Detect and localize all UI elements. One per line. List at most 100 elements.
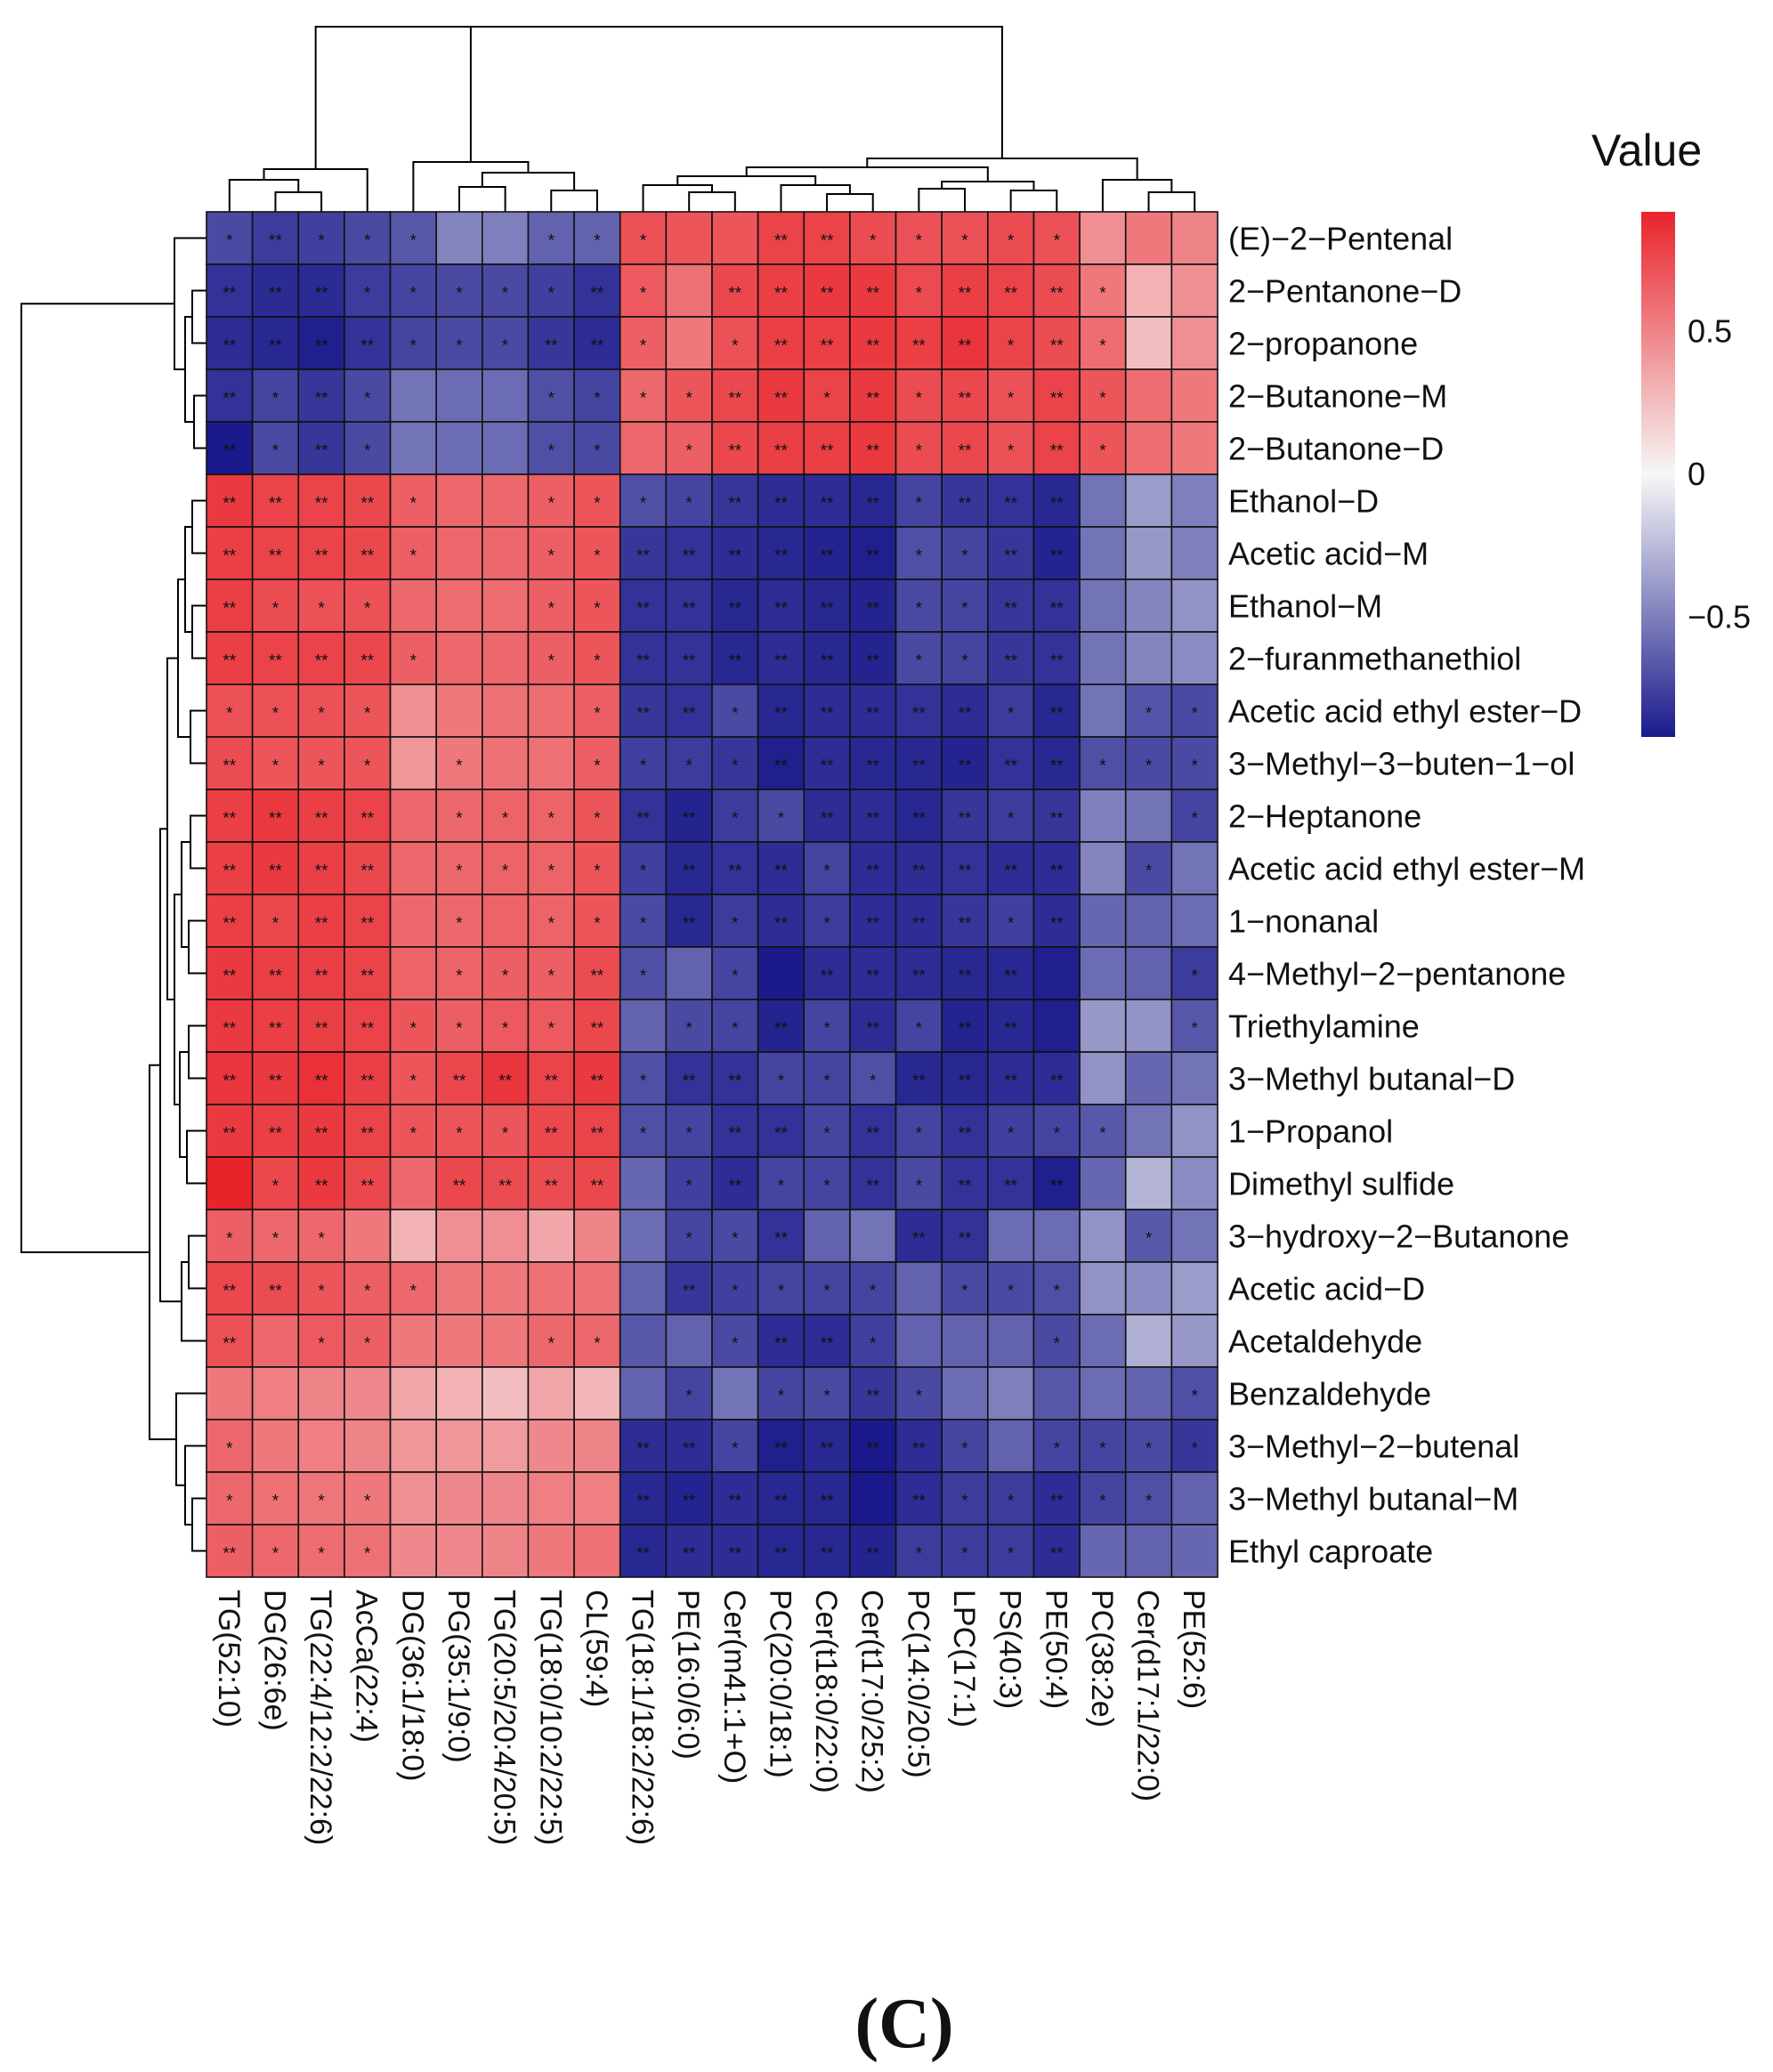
heatmap-cell: [435, 421, 483, 475]
significance-mark: **: [866, 967, 879, 986]
heatmap-cell: [803, 999, 851, 1053]
significance-mark: **: [545, 337, 558, 356]
heatmap-cell: [757, 841, 806, 895]
heatmap-cell: [206, 946, 254, 1000]
heatmap-cell: [1032, 579, 1081, 633]
heatmap-cell: [1032, 1156, 1081, 1210]
heatmap-cell: [941, 526, 989, 580]
significance-mark: *: [823, 862, 830, 881]
heatmap-cell: [344, 421, 392, 475]
significance-mark: *: [916, 285, 923, 304]
heatmap-cell: [344, 841, 392, 895]
heatmap-cell: [482, 421, 530, 475]
significance-mark: *: [594, 757, 601, 776]
heatmap-cell: [389, 684, 437, 738]
significance-mark: **: [636, 810, 650, 829]
heatmap-cell: [619, 1524, 668, 1578]
significance-mark: *: [364, 757, 371, 776]
dendrogram-branch: [188, 1024, 206, 1080]
significance-mark: *: [594, 547, 601, 566]
heatmap-cell: [251, 579, 300, 633]
significance-mark: *: [1099, 757, 1106, 776]
significance-mark: *: [961, 652, 968, 671]
heatmap-cell: [482, 684, 530, 738]
heatmap-cell: [527, 421, 575, 475]
panel-label: (C): [854, 1985, 953, 2063]
significance-mark: **: [315, 1178, 328, 1196]
significance-mark: **: [774, 915, 788, 934]
row-label: Dimethyl sulfide: [1228, 1166, 1454, 1202]
significance-mark: **: [774, 495, 788, 514]
heatmap-cell: [619, 789, 668, 843]
heatmap-cell: [482, 631, 530, 685]
significance-mark: *: [916, 495, 923, 514]
significance-mark: **: [959, 915, 972, 934]
significance-mark: *: [1099, 442, 1106, 461]
significance-mark: *: [502, 337, 509, 356]
heatmap-cell: [665, 1104, 713, 1158]
significance-mark: *: [916, 600, 923, 619]
dendrogram-branch: [20, 303, 174, 1253]
significance-mark: **: [315, 967, 328, 986]
significance-mark: *: [226, 705, 233, 724]
significance-mark: *: [1191, 967, 1198, 986]
significance-mark: **: [683, 705, 696, 724]
significance-mark: *: [916, 1388, 923, 1406]
significance-mark: *: [778, 1178, 785, 1196]
significance-mark: **: [774, 862, 788, 881]
row-label: Acetaldehyde: [1228, 1323, 1422, 1360]
heatmap-cell: [1079, 211, 1127, 265]
significance-mark: **: [683, 1493, 696, 1511]
heatmap-cell: [297, 1471, 345, 1526]
heatmap-cell: [619, 1314, 668, 1368]
significance-mark: *: [640, 232, 647, 251]
significance-mark: **: [912, 1493, 926, 1511]
significance-mark: *: [364, 705, 371, 724]
heatmap-cell: [619, 841, 668, 895]
heatmap-cell: [619, 999, 668, 1053]
heatmap-cell: [573, 316, 621, 370]
significance-mark: **: [360, 1020, 374, 1039]
significance-mark: **: [774, 1020, 788, 1039]
significance-mark: *: [272, 1178, 279, 1196]
heatmap-cell: [573, 1051, 621, 1105]
heatmap-cell: [987, 316, 1035, 370]
heatmap-cell: [344, 631, 392, 685]
significance-mark: *: [594, 862, 601, 881]
heatmap-cell: [206, 421, 254, 475]
dendrogram-branch: [263, 168, 368, 212]
heatmap-cell: [665, 1156, 713, 1210]
dendrogram-branch: [190, 709, 206, 765]
heatmap-cell: [849, 999, 897, 1053]
significance-mark: **: [360, 495, 374, 514]
significance-mark: **: [912, 705, 926, 724]
heatmap-cell: [389, 631, 437, 685]
heatmap-cell: [1124, 736, 1173, 790]
heatmap-cell: [1124, 841, 1173, 895]
significance-mark: *: [732, 705, 739, 724]
significance-mark: *: [272, 757, 279, 776]
significance-mark: *: [961, 1493, 968, 1511]
heatmap-cell: [206, 1419, 254, 1473]
heatmap-cell: [665, 579, 713, 633]
legend-title: Value: [1591, 125, 1702, 175]
heatmap-cell: [435, 316, 483, 370]
significance-mark: *: [226, 1493, 233, 1511]
significance-mark: **: [636, 1493, 650, 1511]
heatmap-cell: [389, 1156, 437, 1210]
significance-mark: **: [774, 652, 788, 671]
significance-mark: *: [226, 232, 233, 251]
significance-mark: *: [548, 442, 555, 461]
heatmap-cell: [987, 473, 1035, 528]
heatmap-cell: [941, 1366, 989, 1420]
significance-mark: **: [821, 547, 834, 566]
row-label: Acetic acid ethyl ester−M: [1228, 851, 1585, 887]
significance-mark: *: [732, 757, 739, 776]
heatmap-cell: [895, 684, 943, 738]
heatmap-cell: [619, 316, 668, 370]
heatmap-cell: [849, 579, 897, 633]
significance-mark: *: [870, 1072, 877, 1091]
heatmap-cell: [987, 421, 1035, 475]
significance-mark: **: [269, 1283, 282, 1301]
significance-mark: **: [223, 495, 236, 514]
